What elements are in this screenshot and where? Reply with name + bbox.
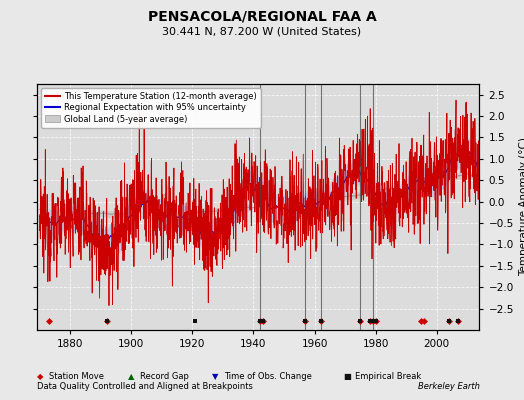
Text: Berkeley Earth: Berkeley Earth	[418, 382, 479, 391]
Legend: This Temperature Station (12-month average), Regional Expectation with 95% uncer: This Temperature Station (12-month avera…	[41, 88, 261, 128]
Text: 30.441 N, 87.200 W (United States): 30.441 N, 87.200 W (United States)	[162, 26, 362, 36]
Text: Empirical Break: Empirical Break	[355, 372, 421, 381]
Text: ▼: ▼	[212, 372, 219, 381]
Text: PENSACOLA/REGIONAL FAA A: PENSACOLA/REGIONAL FAA A	[148, 10, 376, 24]
Text: ■: ■	[343, 372, 351, 381]
Text: Data Quality Controlled and Aligned at Breakpoints: Data Quality Controlled and Aligned at B…	[37, 382, 253, 391]
Text: Time of Obs. Change: Time of Obs. Change	[224, 372, 312, 381]
Y-axis label: Temperature Anomaly (°C): Temperature Anomaly (°C)	[519, 138, 524, 276]
Text: Record Gap: Record Gap	[140, 372, 189, 381]
Text: ◆: ◆	[37, 372, 43, 381]
Text: ▲: ▲	[128, 372, 135, 381]
Text: Station Move: Station Move	[49, 372, 104, 381]
